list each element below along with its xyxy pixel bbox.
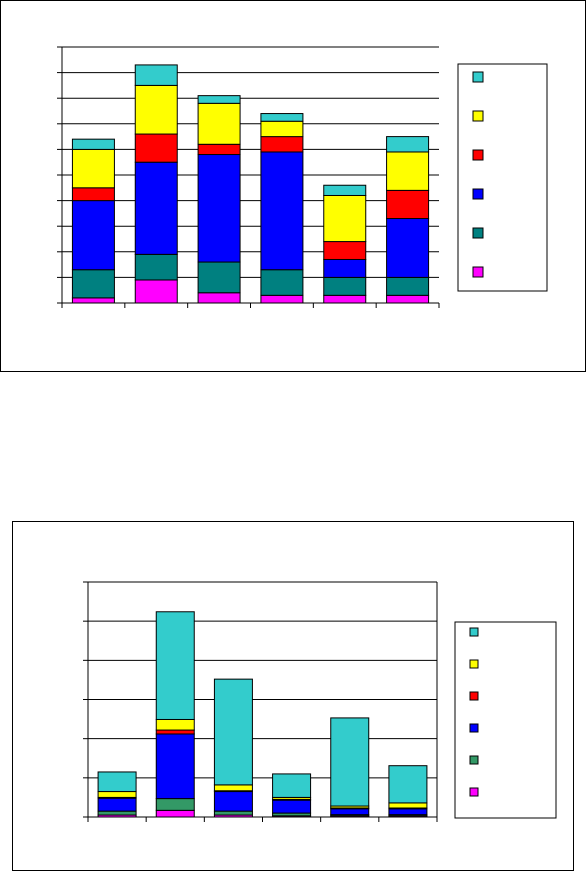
- bar-segment-c1-s5-b5: [323, 194, 367, 243]
- bar-segment-c2-s3-b4: [272, 799, 312, 814]
- bar-segment-c1-s1-b5: [323, 294, 367, 304]
- bar-segment-c1-s4-b5: [323, 241, 367, 260]
- bar-segment-c1-s6-b6: [386, 136, 430, 153]
- bar-segment-c2-s2-b1: [97, 810, 137, 816]
- bar-segment-c1-s1-b1: [71, 297, 115, 304]
- legend-key: [469, 787, 479, 797]
- bar-segment-c1-s3-b4: [260, 151, 304, 271]
- legend-box-2: [454, 621, 557, 819]
- legend-key: [472, 188, 484, 200]
- bar-segment-c2-s3-b2: [155, 733, 195, 800]
- legend-key: [472, 266, 484, 278]
- bar-segment-c1-s1-b6: [386, 294, 430, 304]
- bar-segment-c1-s2-b2: [134, 253, 178, 281]
- bar-segment-c2-s4-b2: [155, 729, 195, 735]
- bar-segment-c2-s3-b1: [97, 797, 137, 812]
- bar-segment-c1-s3-b6: [386, 218, 430, 278]
- bar-segment-c2-s6-b5: [330, 717, 370, 807]
- bar-segment-c1-s2-b3: [197, 261, 241, 294]
- legend-box-1: [457, 63, 548, 292]
- bar-segment-c2-s5-b3: [213, 784, 253, 792]
- bar-segment-c1-s6-b1: [71, 138, 115, 150]
- legend-key: [469, 691, 479, 701]
- bar-segment-c1-s4-b1: [71, 187, 115, 202]
- legend-key: [469, 627, 479, 637]
- bar-segment-c1-s3-b5: [323, 258, 367, 278]
- bar-segment-c1-s2-b1: [71, 269, 115, 299]
- bar-segment-c1-s4-b2: [134, 133, 178, 163]
- bar-segment-c2-s6-b6: [388, 765, 428, 804]
- bar-segment-c1-s4-b3: [197, 143, 241, 156]
- bar-segment-c2-s6-b4: [272, 773, 312, 798]
- bar-segment-c1-s2-b6: [386, 276, 430, 296]
- legend-key: [472, 71, 484, 83]
- bar-segment-c2-s6-b2: [155, 611, 195, 720]
- legend-key: [469, 659, 479, 669]
- bar-segment-c1-s5-b1: [71, 148, 115, 189]
- bar-segment-c1-s4-b6: [386, 189, 430, 220]
- bar-segment-c1-s6-b2: [134, 64, 178, 86]
- bar-segment-c1-s6-b5: [323, 184, 367, 196]
- bar-segment-c2-s5-b1: [97, 791, 137, 798]
- bar-segment-c1-s4-b4: [260, 136, 304, 153]
- bar-segment-c2-s6-b3: [213, 678, 253, 786]
- bar-segment-c1-s5-b6: [386, 151, 430, 191]
- bar-segment-c1-s6-b3: [197, 95, 241, 104]
- bar-segment-c1-s2-b5: [323, 276, 367, 296]
- bar-segment-c2-s3-b5: [330, 808, 370, 816]
- bar-segment-c1-s6-b4: [260, 113, 304, 122]
- bar-segment-c1-s3-b1: [71, 200, 115, 271]
- bar-segment-c2-s2-b2: [155, 798, 195, 811]
- bar-segment-c2-s6-b1: [97, 771, 137, 793]
- legend-key: [469, 755, 479, 765]
- bar-segment-c2-s5-b2: [155, 718, 195, 731]
- legend-key: [472, 110, 484, 122]
- bar-segment-c1-s5-b4: [260, 120, 304, 138]
- bar-segment-c1-s5-b2: [134, 84, 178, 135]
- legend-key: [472, 227, 484, 239]
- bar-segment-c1-s3-b3: [197, 154, 241, 263]
- bar-segment-c2-s2-b3: [213, 810, 253, 816]
- bar-segment-c2-s5-b6: [388, 802, 428, 809]
- bar-segment-c2-s1-b2: [155, 809, 195, 818]
- bar-segment-c1-s3-b2: [134, 161, 178, 255]
- legend-key: [472, 149, 484, 161]
- bar-segment-c1-s1-b2: [134, 279, 178, 304]
- bar-segment-c2-s3-b6: [388, 808, 428, 816]
- bar-segment-c1-s2-b4: [260, 269, 304, 296]
- bar-segment-c1-s1-b3: [197, 292, 241, 304]
- legend-key: [469, 723, 479, 733]
- bar-segment-c2-s3-b3: [213, 791, 253, 812]
- bar-segment-c1-s1-b4: [260, 294, 304, 304]
- bar-segment-c1-s5-b3: [197, 102, 241, 145]
